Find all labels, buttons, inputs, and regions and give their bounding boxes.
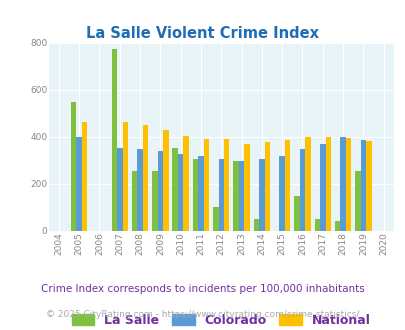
- Bar: [183, 137, 188, 231]
- Text: © 2025 CityRating.com - https://www.cityrating.com/crime-statistics/: © 2025 CityRating.com - https://www.city…: [46, 310, 359, 319]
- Bar: [157, 150, 163, 231]
- Bar: [354, 171, 360, 231]
- Bar: [253, 219, 258, 231]
- Bar: [258, 159, 264, 231]
- Bar: [299, 149, 305, 231]
- Bar: [233, 161, 238, 231]
- Bar: [345, 138, 350, 231]
- Bar: [132, 171, 137, 231]
- Text: La Salle Violent Crime Index: La Salle Violent Crime Index: [86, 26, 319, 41]
- Bar: [137, 149, 143, 231]
- Bar: [325, 137, 330, 231]
- Bar: [279, 156, 284, 231]
- Bar: [334, 221, 339, 231]
- Bar: [238, 161, 244, 231]
- Bar: [314, 219, 319, 231]
- Bar: [192, 159, 198, 231]
- Bar: [305, 137, 310, 231]
- Bar: [143, 125, 148, 231]
- Bar: [244, 145, 249, 231]
- Bar: [284, 141, 290, 231]
- Bar: [177, 154, 183, 231]
- Bar: [111, 49, 117, 231]
- Bar: [198, 156, 203, 231]
- Bar: [213, 208, 218, 231]
- Legend: La Salle, Colorado, National: La Salle, Colorado, National: [67, 309, 375, 330]
- Bar: [71, 102, 76, 231]
- Bar: [163, 130, 168, 231]
- Bar: [82, 122, 87, 231]
- Bar: [294, 196, 299, 231]
- Bar: [218, 159, 224, 231]
- Bar: [76, 137, 82, 231]
- Bar: [339, 137, 345, 231]
- Bar: [152, 171, 157, 231]
- Bar: [117, 148, 122, 231]
- Bar: [319, 145, 325, 231]
- Bar: [365, 141, 371, 231]
- Bar: [264, 142, 269, 231]
- Bar: [360, 140, 365, 231]
- Bar: [172, 148, 177, 231]
- Bar: [203, 139, 209, 231]
- Bar: [224, 139, 229, 231]
- Text: Crime Index corresponds to incidents per 100,000 inhabitants: Crime Index corresponds to incidents per…: [41, 284, 364, 294]
- Bar: [122, 122, 128, 231]
